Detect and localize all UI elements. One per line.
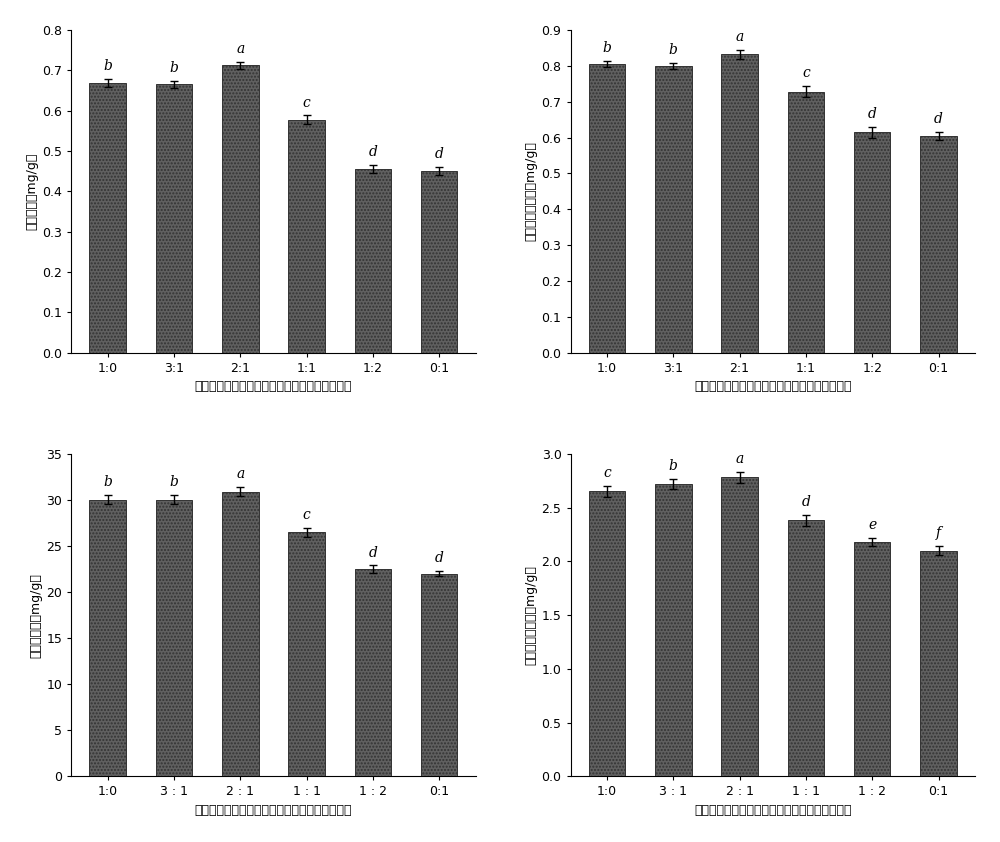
Y-axis label: 脲酶活性（mg/g）: 脲酶活性（mg/g）	[25, 152, 38, 230]
Text: d: d	[368, 546, 377, 560]
Bar	[156, 500, 192, 776]
Text: d: d	[435, 551, 444, 565]
Text: a: a	[236, 42, 244, 56]
Text: b: b	[103, 476, 112, 489]
Text: d: d	[801, 495, 810, 509]
Text: b: b	[103, 60, 112, 73]
Bar	[89, 83, 126, 353]
Bar	[222, 66, 259, 353]
Bar	[589, 64, 625, 353]
Text: c: c	[303, 508, 310, 522]
Text: c: c	[603, 466, 611, 480]
Text: c: c	[303, 96, 310, 109]
Text: b: b	[603, 41, 611, 56]
Text: b: b	[170, 476, 178, 489]
Text: d: d	[435, 147, 444, 162]
Text: b: b	[170, 61, 178, 76]
Bar	[156, 84, 192, 353]
Bar	[355, 169, 391, 353]
Text: d: d	[368, 146, 377, 159]
Text: f: f	[936, 526, 941, 541]
Text: a: a	[236, 467, 244, 481]
X-axis label: 添加比例（栋异地克雷伯氏菌：地衣芽孢杆菌）: 添加比例（栋异地克雷伯氏菌：地衣芽孢杆菌）	[195, 804, 352, 817]
Bar	[355, 569, 391, 776]
Bar	[288, 532, 325, 776]
Bar	[721, 55, 758, 353]
Bar	[920, 551, 957, 776]
Bar	[222, 492, 259, 776]
Bar	[421, 573, 457, 776]
Text: e: e	[868, 518, 876, 532]
Bar	[920, 136, 957, 353]
Bar	[421, 171, 457, 353]
Bar	[854, 542, 890, 776]
Text: b: b	[669, 459, 678, 472]
Y-axis label: 碱性磷酸酶活性（mg/g）: 碱性磷酸酶活性（mg/g）	[524, 141, 537, 242]
Bar	[655, 484, 692, 776]
Text: d: d	[934, 112, 943, 126]
Bar	[788, 520, 824, 776]
X-axis label: 添加比例（栋异地克雷伯氏菌：地衣芽孢杆菌）: 添加比例（栋异地克雷伯氏菌：地衣芽孢杆菌）	[195, 381, 352, 393]
Y-axis label: 蔗糖酶活性（mg/g）: 蔗糖酶活性（mg/g）	[29, 573, 42, 658]
X-axis label: 添加比例（栋异地克雷伯氏菌：地衣芽孢杆菌）: 添加比例（栋异地克雷伯氏菌：地衣芽孢杆菌）	[694, 381, 852, 393]
Text: c: c	[802, 67, 810, 81]
Bar	[589, 492, 625, 776]
Text: d: d	[868, 107, 877, 121]
X-axis label: 添加比例（栋异地克雷伯氏菌：地衣芽孢杆菌）: 添加比例（栋异地克雷伯氏菌：地衣芽孢杆菌）	[694, 804, 852, 817]
Bar	[788, 92, 824, 353]
Bar	[655, 66, 692, 353]
Bar	[854, 132, 890, 353]
Bar	[721, 477, 758, 776]
Bar	[288, 120, 325, 353]
Bar	[89, 500, 126, 776]
Text: a: a	[735, 30, 744, 45]
Text: a: a	[735, 452, 744, 466]
Y-axis label: 过氧化氢酶活性（mg/g）: 过氧化氢酶活性（mg/g）	[524, 565, 537, 665]
Text: b: b	[669, 43, 678, 57]
